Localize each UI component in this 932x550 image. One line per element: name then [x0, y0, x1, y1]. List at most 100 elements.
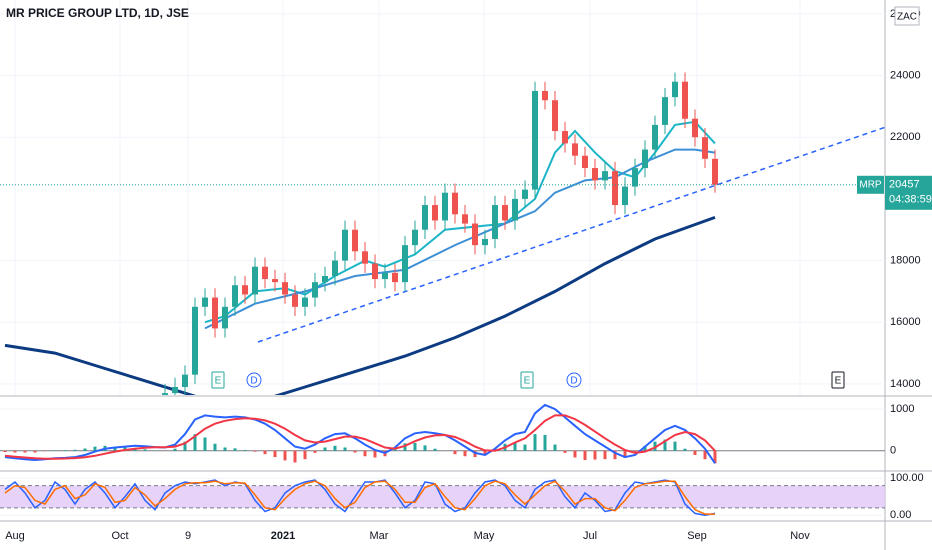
event-marker [831, 371, 845, 389]
candle-body [172, 386, 178, 394]
event-label: E [215, 376, 222, 387]
candle-body [372, 263, 378, 280]
candle-body [402, 245, 408, 283]
x-tick-label: May [474, 530, 495, 542]
candle-body [352, 229, 358, 252]
histogram-bar [73, 449, 77, 451]
candle-body [662, 97, 668, 125]
histogram-bar [143, 449, 147, 451]
histogram-bar [173, 448, 177, 451]
histogram-bar [13, 450, 17, 453]
band-fill [0, 485, 885, 508]
candle-body [182, 374, 188, 387]
histogram-bar [233, 448, 237, 451]
histogram-bar [563, 450, 567, 453]
candle-body [362, 251, 368, 264]
histogram-bar [403, 443, 407, 451]
y-tick-label: 14000 [890, 378, 921, 390]
histogram-bar [283, 450, 287, 461]
histogram-bar [693, 450, 697, 455]
candle-body [582, 155, 588, 169]
histogram-bar [423, 445, 427, 451]
histogram-bar [543, 434, 547, 451]
indicator-line [4, 479, 716, 516]
x-tick-label: 9 [185, 530, 191, 542]
x-tick-label: 2021 [271, 530, 295, 542]
histogram-bar [63, 450, 67, 451]
candle-body [542, 90, 548, 101]
histogram-bar [573, 450, 577, 458]
histogram-bar [463, 450, 467, 457]
currency-box[interactable] [894, 6, 920, 26]
histogram-bar [363, 450, 367, 457]
candle-body [672, 81, 678, 98]
histogram-bar [713, 450, 717, 464]
candle-body [332, 260, 338, 276]
event-marker [566, 372, 582, 388]
candle-body [242, 285, 248, 295]
indicator-line [4, 480, 715, 515]
candle-body [192, 306, 198, 375]
event-marker [246, 372, 262, 388]
candle-body [162, 393, 168, 395]
candle-body [632, 168, 638, 187]
candle-body [712, 158, 718, 185]
candle-body [612, 171, 618, 206]
y-tick-label: 100.00 [890, 472, 924, 484]
last-price-label: 20457 [889, 179, 920, 191]
histogram-bar [633, 450, 637, 453]
histogram-bar [23, 450, 27, 453]
histogram-bar [603, 450, 607, 460]
histogram-bar [533, 434, 537, 451]
histogram-bar [703, 450, 707, 460]
chart-title: MR PRICE GROUP LTD, 1D, JSE [6, 6, 189, 20]
symbol-tag [857, 175, 884, 194]
candle-body [562, 131, 568, 144]
histogram-bar [323, 447, 327, 451]
candle-body [532, 90, 538, 190]
histogram-bar [653, 441, 657, 451]
histogram-bar [643, 445, 647, 451]
candle-body [382, 272, 388, 280]
candle-body [472, 223, 478, 246]
candle-body [302, 297, 308, 307]
histogram-bar [623, 450, 627, 458]
histogram-bar [293, 450, 297, 463]
candle-body [652, 124, 658, 150]
candle-body [212, 297, 218, 329]
candle-body [232, 285, 238, 307]
candle-body [202, 297, 208, 307]
histogram-bar [113, 446, 117, 451]
moving-average [4, 215, 716, 395]
last-price-tag [885, 175, 932, 210]
histogram-bar [513, 442, 517, 451]
x-tick-label: Oct [111, 530, 128, 542]
histogram-bar [33, 450, 37, 453]
histogram-bar [303, 450, 307, 460]
histogram-bar [313, 450, 317, 453]
y-tick-label: 0.00 [890, 509, 911, 521]
candle-body [682, 81, 688, 119]
histogram-bar [203, 437, 207, 451]
histogram-bar [93, 446, 97, 451]
candle-body [692, 118, 698, 138]
histogram-bar [683, 448, 687, 451]
candle-body [572, 143, 578, 156]
indicator-line [4, 414, 716, 460]
candle-body [482, 238, 488, 246]
histogram-bar [663, 439, 667, 451]
histogram-bar [253, 450, 257, 452]
moving-average [204, 148, 716, 330]
y-tick-label: 1000 [890, 403, 914, 415]
candle-body [462, 214, 468, 224]
histogram-bar [3, 450, 7, 453]
histogram-bar [343, 447, 347, 451]
candle-body [422, 205, 428, 230]
event-marker [520, 371, 534, 389]
candle-body [512, 198, 518, 221]
macd-pane [0, 403, 885, 464]
trendline [257, 126, 885, 343]
event-label: E [835, 376, 842, 387]
histogram-bar [353, 450, 357, 453]
